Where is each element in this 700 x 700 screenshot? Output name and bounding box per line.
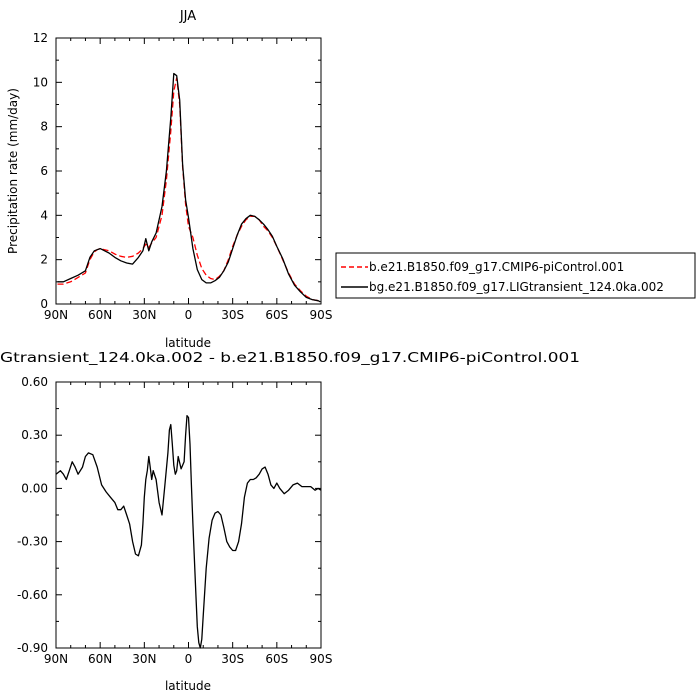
top-y-tick-label: 10 (33, 75, 48, 89)
bottom-y-tick-label: 0.60 (21, 375, 48, 389)
top-x-tick-label: 90N (44, 308, 68, 322)
top-y-tick-label: 2 (40, 253, 48, 267)
legend: b.e21.B1850.f09_g17.CMIP6-piControl.001 … (335, 252, 696, 299)
top-series-line-0 (57, 77, 321, 303)
bottom-x-tick-label: 60N (88, 652, 112, 666)
top-frame (55, 37, 322, 305)
legend-label-lig: bg.e21.B1850.f09_g17.LIGtransient_124.0k… (369, 280, 664, 294)
top-x-tick-label: 60N (88, 308, 112, 322)
bottom-x-tick-label: 90N (44, 652, 68, 666)
top-x-tick-label: 30N (132, 308, 156, 322)
top-x-tick-label: 0 (185, 308, 193, 322)
top-plot-area: 90N 60N 30N 0 30S 60S 90S 0 2 4 6 8 10 12 (33, 31, 333, 322)
bottom-y-tick-label: 0.30 (21, 428, 48, 442)
bottom-x-tick-label: 90S (310, 652, 333, 666)
top-x-axis-label: latitude (165, 336, 211, 350)
bottom-plot-area: 90N 60N 30N 0 30S 60S 90S 0.60 0.30 0.00 -0.30 -0.6… (17, 375, 333, 666)
top-y-tick-label: 12 (33, 31, 48, 45)
top-y-axis-label: Precipitation rate (mm/day) (6, 88, 20, 254)
bottom-x-tick-label: 60S (265, 652, 288, 666)
bottom-y-tick-label: 0.00 (21, 481, 48, 495)
top-y-tick-label: 6 (40, 164, 48, 178)
bottom-y-tick-label: -0.30 (17, 535, 48, 549)
top-x-tick-label: 90S (310, 308, 333, 322)
top-title: JJA (179, 9, 196, 24)
legend-box (335, 252, 696, 299)
bottom-x-axis-label: latitude (165, 679, 211, 693)
top-series-line-1 (57, 72, 321, 303)
top-x-tick-label: 60S (265, 308, 288, 322)
top-y-tick-label: 4 (40, 208, 48, 222)
top-panel: JJA 90N 60N 30N 0 30S 60S 90S 0 2 4 6 8 10 12 Precipi… (6, 9, 696, 350)
legend-label-control: b.e21.B1850.f09_g17.CMIP6-piControl.001 (369, 260, 624, 274)
bottom-x-tick-label: 0 (185, 652, 193, 666)
bottom-x-tick-label: 30S (221, 652, 244, 666)
bottom-y-tick-label: -0.60 (17, 588, 48, 602)
top-y-tick-label: 8 (40, 120, 48, 134)
top-y-tick-label: 0 (40, 297, 48, 311)
top-x-tick-label: 30S (221, 308, 244, 322)
bottom-series-line-0 (55, 415, 322, 649)
bottom-title: Gtransient_124.0ka.002 - b.e21.B1850.f09… (0, 351, 580, 366)
bottom-x-tick-label: 30N (132, 652, 156, 666)
bottom-panel: Gtransient_124.0ka.002 - b.e21.B1850.f09… (0, 351, 580, 693)
bottom-y-tick-label: -0.90 (17, 641, 48, 655)
